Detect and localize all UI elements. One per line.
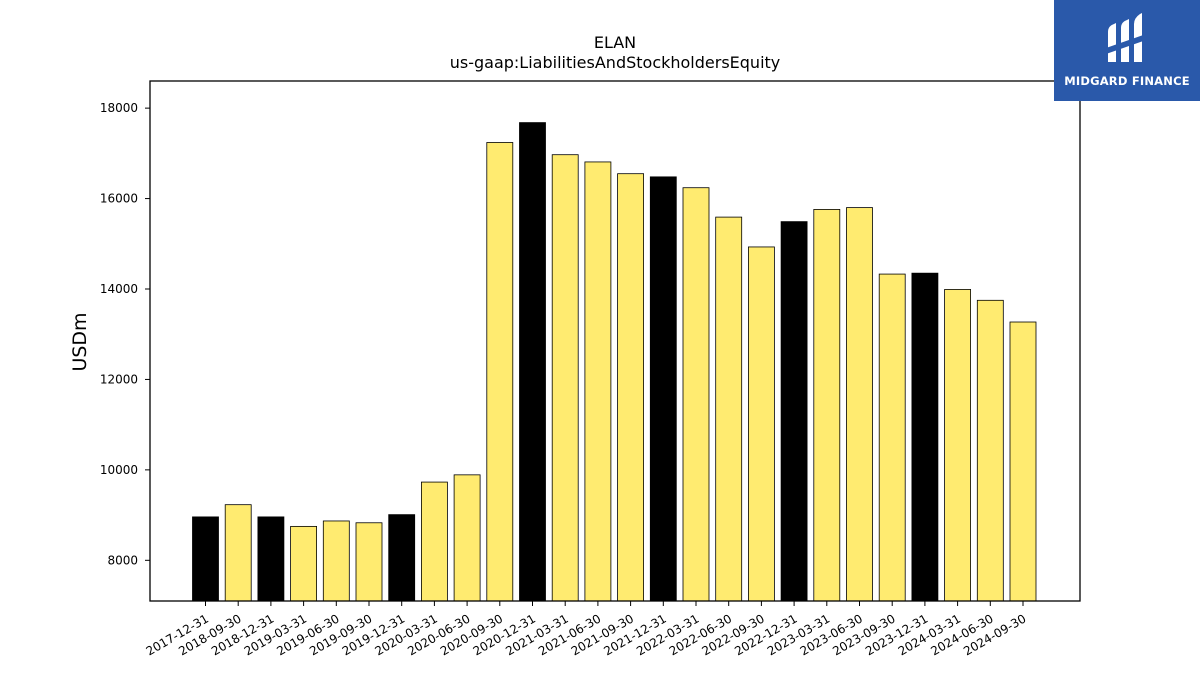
bar-2020-09-30 — [486, 142, 514, 602]
midgard-logo-icon — [1106, 13, 1146, 62]
bar-2023-09-30 — [878, 273, 906, 602]
bar-2022-12-31 — [780, 221, 808, 602]
bar-2017-12-31 — [192, 516, 219, 602]
y-tick-label: 18000 — [100, 101, 138, 115]
logo-text: MIDGARD FINANCE — [1064, 74, 1190, 88]
bar-2022-09-30 — [748, 246, 775, 602]
bar-2021-09-30 — [617, 173, 644, 602]
y-axis-label: USDm — [69, 312, 91, 371]
bars-group — [192, 122, 1037, 602]
chart-title: ELAN — [594, 33, 636, 52]
y-tick-label: 12000 — [100, 372, 138, 386]
x-axis-ticks: 2017-12-312018-09-302018-12-312019-03-31… — [144, 601, 1029, 658]
y-tick-label: 16000 — [100, 192, 138, 206]
bar-2018-09-30 — [224, 504, 252, 602]
midgard-finance-logo: MIDGARD FINANCE — [1054, 0, 1200, 101]
bar-2020-06-30 — [453, 474, 481, 602]
plot-frame — [149, 80, 1081, 602]
bar-2023-06-30 — [846, 207, 873, 602]
bar-2021-12-31 — [649, 176, 677, 602]
chart-subtitle: us-gaap:LiabilitiesAndStockholdersEquity — [450, 53, 781, 72]
y-tick-label: 10000 — [100, 463, 138, 477]
bar-2022-03-31 — [682, 187, 710, 602]
y-axis-ticks: 8000 10000 12000 14000 16000 18000 — [100, 101, 150, 567]
bar-2023-12-31 — [911, 272, 939, 602]
bar-2024-09-30 — [1009, 321, 1037, 602]
bar-2020-12-31 — [519, 122, 546, 602]
bar-2018-12-31 — [257, 516, 285, 602]
bar-2020-03-31 — [420, 481, 448, 602]
bar-2019-12-31 — [388, 514, 416, 602]
bar-2019-06-30 — [322, 520, 350, 602]
bar-2024-03-31 — [944, 289, 971, 602]
bar-2021-03-31 — [551, 154, 579, 602]
bar-2019-03-31 — [290, 525, 318, 602]
bar-2024-06-30 — [976, 299, 1004, 602]
y-tick-label: 14000 — [100, 282, 138, 296]
bar-2021-06-30 — [584, 161, 612, 602]
bar-2019-09-30 — [355, 522, 383, 602]
bar-2023-03-31 — [813, 209, 841, 602]
bar-2022-06-30 — [715, 216, 743, 602]
y-tick-label: 8000 — [107, 553, 138, 567]
